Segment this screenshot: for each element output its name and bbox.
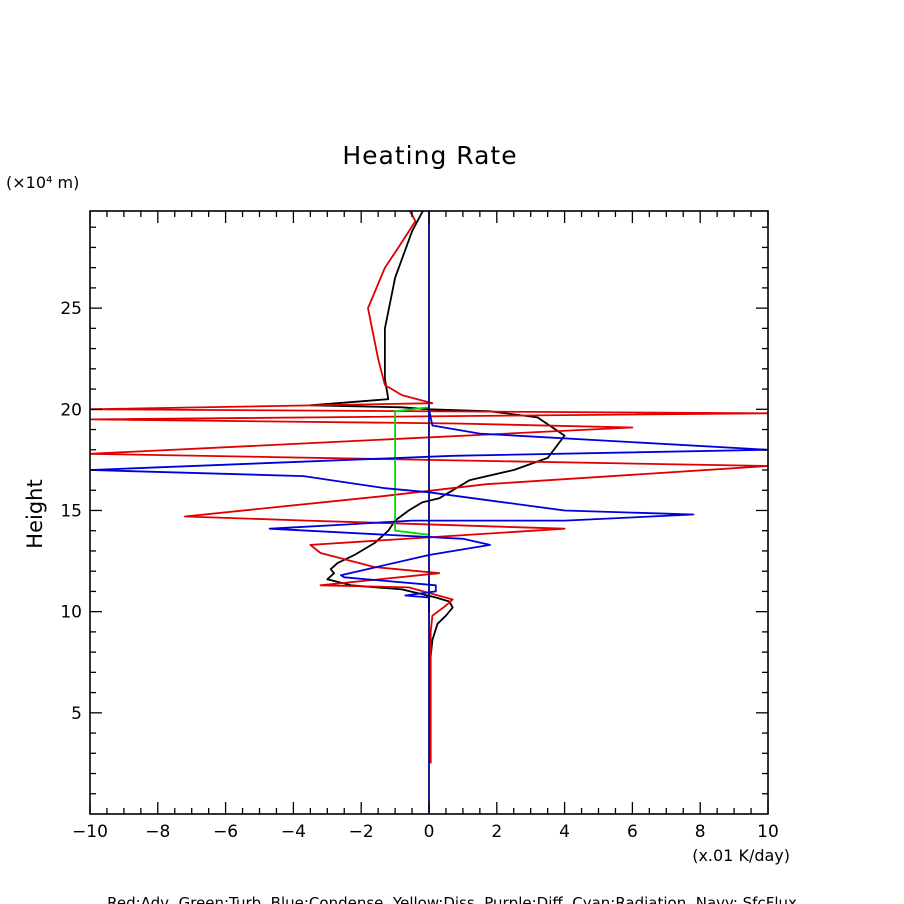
ticks-layer <box>89 211 769 814</box>
x-axis-unit: (x.01 K/day) <box>692 846 790 865</box>
x-tick-label: 4 <box>559 822 570 842</box>
x-tick-label: −8 <box>145 822 170 842</box>
x-tick-label: 2 <box>491 822 502 842</box>
x-tick-label: 10 <box>757 822 779 842</box>
x-tick-label: 8 <box>695 822 706 842</box>
y-tick-labels: 5 10 15 20 25 <box>60 299 82 724</box>
x-tick-label: −2 <box>349 822 374 842</box>
x-tick-label: −10 <box>72 822 108 842</box>
x-tick-label: −6 <box>213 822 238 842</box>
series-line-green <box>394 406 430 536</box>
series-line-red <box>90 211 768 764</box>
series-layer <box>90 211 768 814</box>
y-axis-label: Height <box>23 479 47 548</box>
y-tick-label: 15 <box>60 501 82 521</box>
y-axis-unit: (×10⁴ m) <box>6 173 79 192</box>
y-tick-label: 20 <box>60 400 82 420</box>
x-tick-label: 0 <box>424 822 435 842</box>
y-tick-label: 5 <box>71 704 82 724</box>
chart-title: Heating Rate <box>342 141 517 170</box>
x-tick-label: 6 <box>627 822 638 842</box>
y-tick-label: 10 <box>60 603 82 623</box>
x-tick-label: −4 <box>281 822 306 842</box>
plot-frame <box>89 210 769 815</box>
y-tick-label: 25 <box>60 299 82 319</box>
legend-text: Red:Adv, Green:Turb, Blue:Condense, Yell… <box>107 894 797 904</box>
x-tick-labels: −10 −8 −6 −4 −2 0 2 4 6 8 10 <box>72 822 779 842</box>
series-line-blue <box>90 409 768 612</box>
